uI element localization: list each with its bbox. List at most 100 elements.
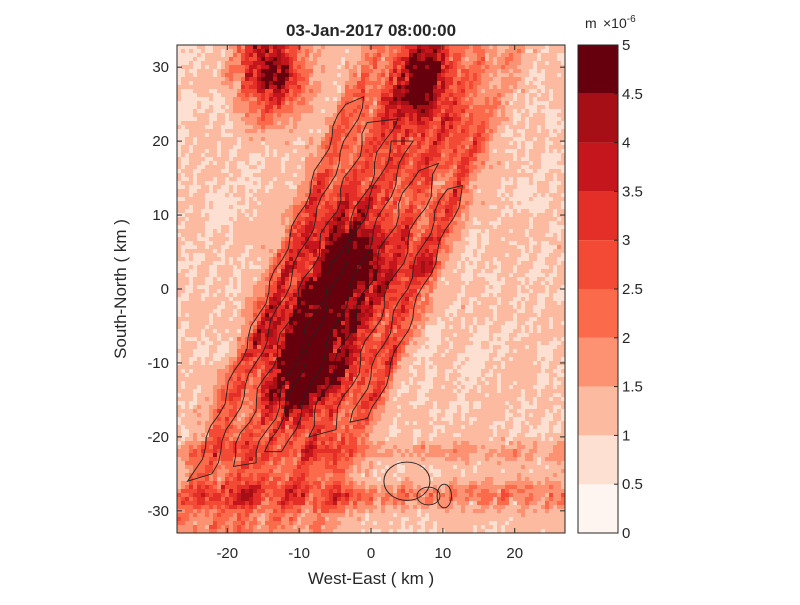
heatmap-cell [473, 193, 478, 198]
heatmap-cell [181, 57, 186, 62]
heatmap-cell [413, 181, 418, 186]
heatmap-cell [425, 161, 430, 166]
heatmap-cell [437, 129, 442, 134]
heatmap-cell [317, 141, 322, 146]
heatmap-cell [505, 89, 510, 94]
heatmap-cell [241, 93, 246, 98]
heatmap-cell [337, 93, 342, 98]
heatmap-cell [457, 57, 462, 62]
heatmap-cell [361, 173, 366, 178]
heatmap-cell [361, 61, 366, 66]
heatmap-cell [209, 153, 214, 158]
heatmap-cell [189, 49, 194, 54]
heatmap-cell [245, 89, 250, 94]
heatmap-cell [393, 157, 398, 162]
heatmap-cell [197, 61, 202, 66]
heatmap-cell [521, 217, 526, 222]
heatmap-cell [433, 81, 438, 86]
heatmap-cell [337, 133, 342, 138]
heatmap-cell [237, 73, 242, 78]
heatmap-cell [189, 53, 194, 58]
heatmap-cell [521, 241, 526, 246]
heatmap-cell [433, 125, 438, 130]
heatmap-cell [429, 49, 434, 54]
heatmap-cell [437, 69, 442, 74]
heatmap-cell [325, 245, 330, 250]
heatmap-cell [461, 77, 466, 82]
heatmap-cell [249, 205, 254, 210]
heatmap-cell [305, 109, 310, 114]
heatmap-cell [421, 237, 426, 242]
heatmap-cell [461, 153, 466, 158]
heatmap-cell [285, 149, 290, 154]
heatmap-cell [197, 181, 202, 186]
heatmap-cell [285, 153, 290, 158]
heatmap-cell [449, 105, 454, 110]
heatmap-cell [445, 237, 450, 242]
heatmap-cell [181, 125, 186, 130]
heatmap-cell [461, 189, 466, 194]
heatmap-cell [325, 185, 330, 190]
heatmap-cell [341, 157, 346, 162]
heatmap-cell [445, 229, 450, 234]
heatmap-cell [313, 177, 318, 182]
heatmap-cell [413, 165, 418, 170]
heatmap-cell [541, 105, 546, 110]
heatmap-cell [233, 213, 238, 218]
heatmap-cell [357, 61, 362, 66]
heatmap-cell [277, 105, 282, 110]
heatmap-cell [525, 197, 530, 202]
heatmap-cell [353, 249, 358, 254]
heatmap-cell [545, 101, 550, 106]
heatmap-cell [365, 81, 370, 86]
heatmap-cell [405, 149, 410, 154]
heatmap-cell [293, 213, 298, 218]
heatmap-cell [537, 213, 542, 218]
heatmap-cell [213, 149, 218, 154]
heatmap-cell [301, 85, 306, 90]
heatmap-cell [205, 165, 210, 170]
heatmap-cell [201, 65, 206, 70]
heatmap-cell [445, 49, 450, 54]
heatmap-cell [541, 129, 546, 134]
heatmap-cell [241, 53, 246, 58]
heatmap-cell [265, 157, 270, 162]
heatmap-cell [257, 113, 262, 118]
heatmap-cell [421, 125, 426, 130]
heatmap-cell [345, 45, 350, 50]
heatmap-cell [373, 57, 378, 62]
heatmap-cell [489, 245, 494, 250]
heatmap-cell [473, 201, 478, 206]
heatmap-cell [269, 121, 274, 126]
heatmap-cell [269, 117, 274, 122]
heatmap-cell [245, 129, 250, 134]
heatmap-cell [533, 89, 538, 94]
heatmap-cell [253, 93, 258, 98]
heatmap-cell [177, 57, 182, 62]
heatmap-cell [437, 117, 442, 122]
heatmap-cell [397, 109, 402, 114]
heatmap-cell [453, 61, 458, 66]
heatmap-cell [501, 61, 506, 66]
heatmap-cell [505, 181, 510, 186]
heatmap-cell [449, 229, 454, 234]
heatmap-cell [305, 197, 310, 202]
heatmap-cell [473, 229, 478, 234]
heatmap-cell [317, 121, 322, 126]
heatmap-cell [181, 197, 186, 202]
heatmap-cell [473, 109, 478, 114]
heatmap-cell [389, 81, 394, 86]
heatmap-cell [201, 109, 206, 114]
heatmap-cell [397, 149, 402, 154]
heatmap-cell [305, 149, 310, 154]
heatmap-cell [225, 157, 230, 162]
heatmap-cell [417, 77, 422, 82]
heatmap-cell [305, 209, 310, 214]
heatmap-cell [233, 229, 238, 234]
heatmap-cell [361, 225, 366, 230]
heatmap-cell [429, 109, 434, 114]
heatmap-cell [437, 53, 442, 58]
heatmap-cell [397, 105, 402, 110]
heatmap-cell [345, 101, 350, 106]
heatmap-cell [373, 49, 378, 54]
